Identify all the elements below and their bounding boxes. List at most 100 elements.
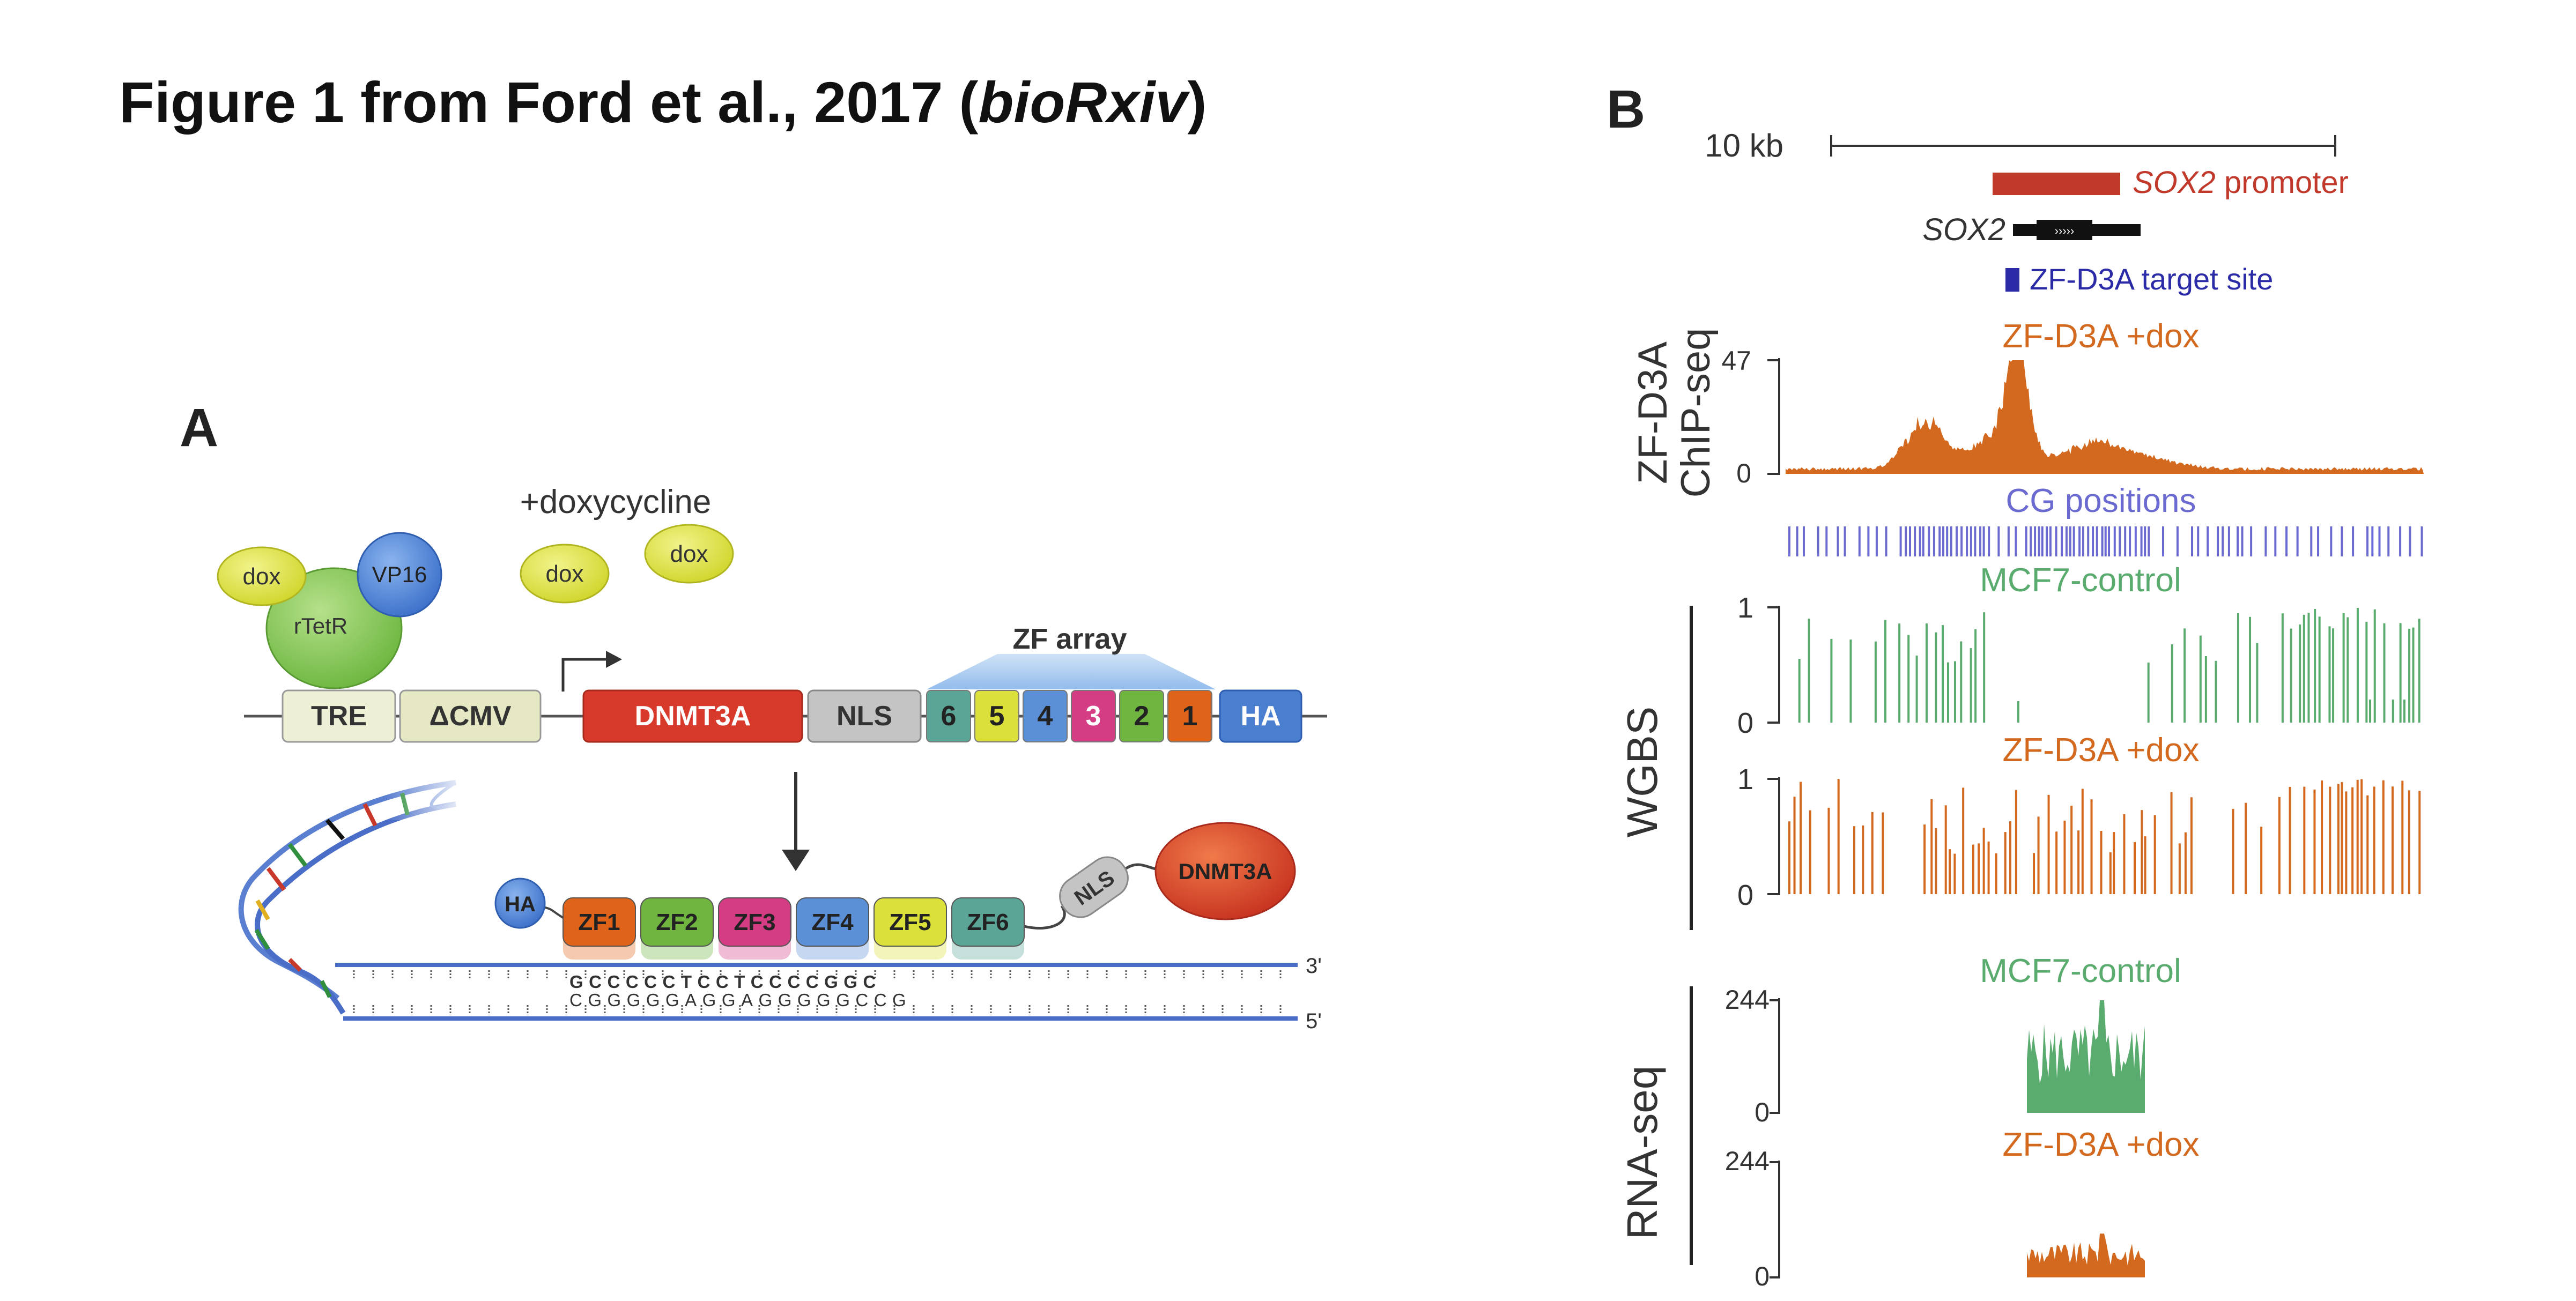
rna-control-signal	[2027, 1000, 2145, 1113]
wgbs-bar	[1788, 821, 1790, 894]
dna-top-sequence: GCCCCCTCCTCCCCGGC	[569, 972, 882, 992]
wgbs-bar	[1907, 635, 1910, 723]
chip-ylabel: ZF-D3A ChIP-seq	[1630, 328, 1719, 498]
zf-finger-label: ZF5	[889, 909, 931, 935]
cg-tick	[2162, 526, 2164, 556]
dnmt3a-protein-label: DNMT3A	[1179, 859, 1272, 884]
wgbs-bar	[2351, 787, 2354, 894]
wgbs-bar	[2366, 795, 2369, 894]
zf-fingers: ZF1 ZF2 ZF3 ZF4 ZF5 ZF6	[542, 897, 1025, 960]
chip-ymin: 0	[1736, 458, 1751, 488]
wgbs-bar	[2341, 782, 2343, 894]
wgbs-bar	[2403, 700, 2405, 723]
cg-tick	[1844, 526, 1846, 556]
cg-tick	[1966, 526, 1968, 556]
wgbs-bar	[2360, 779, 2363, 894]
cg-tick	[2072, 526, 2075, 556]
wgbs-bar	[2141, 810, 2143, 894]
wgbs-bar	[2178, 843, 2181, 894]
dnmt3a-label: DNMT3A	[635, 701, 751, 732]
wgbs-control-bars	[1798, 608, 2420, 723]
cg-tick	[2371, 526, 2374, 556]
cg-tick	[1802, 526, 1805, 556]
dox-molecule	[644, 524, 734, 584]
wgbs-bar	[2383, 623, 2386, 723]
cg-tick	[2341, 526, 2343, 556]
cg-title: CG positions	[2006, 482, 2196, 519]
wgbs-bar	[2032, 853, 2035, 894]
wgbs-bar	[1974, 629, 1977, 723]
cg-tick	[1970, 526, 1972, 556]
dcmv-box	[399, 689, 542, 743]
ha-tag	[494, 878, 546, 929]
cg-tick	[2264, 526, 2267, 556]
cg-tick	[2366, 526, 2369, 556]
gene-exon	[2037, 220, 2092, 240]
wgbs-bar	[2245, 802, 2247, 894]
wgbs-bar	[1962, 787, 1965, 894]
cg-tick	[2101, 526, 2104, 556]
dox-molecule	[217, 546, 307, 606]
wgbs-bar	[2232, 808, 2234, 894]
cg-tick	[1905, 526, 1907, 556]
wgbs-bar	[2109, 852, 2112, 894]
zf-digit-label: 1	[1182, 701, 1198, 732]
wgbs-bar	[1837, 779, 1840, 894]
wgbs-bar	[2147, 663, 2150, 723]
cg-tick	[2222, 526, 2224, 556]
zf-finger	[951, 897, 1025, 947]
rna-control-title: MCF7-control	[1980, 953, 2181, 990]
wgbs-bar	[2153, 815, 2156, 894]
cg-position-ticks	[1788, 526, 2423, 556]
cg-tick	[1817, 526, 1819, 556]
wgbs-bar	[2113, 832, 2115, 894]
wgbs-bar	[2346, 617, 2349, 723]
zf-finger	[796, 897, 869, 947]
cg-tick	[2092, 526, 2094, 556]
wgbs-bar	[2134, 842, 2136, 894]
ha-tag-label: HA	[505, 893, 536, 916]
cg-tick	[2310, 526, 2313, 556]
wgbs-bar	[2055, 831, 2058, 894]
cg-tick	[2104, 526, 2107, 556]
chip-track-title: ZF-D3A +dox	[2003, 318, 2200, 355]
wgbs-bar	[2249, 616, 2252, 723]
dna-helix	[238, 772, 472, 1015]
zf-finger-label: ZF1	[578, 909, 620, 935]
tre-label: TRE	[311, 701, 367, 732]
cg-tick	[1885, 526, 1887, 556]
cg-tick	[1867, 526, 1870, 556]
wgbs-bar	[1987, 841, 1990, 894]
wgbs-control-ymin: 0	[1737, 707, 1753, 739]
cg-tick	[2285, 526, 2288, 556]
nls-box	[807, 689, 922, 743]
dnmt3a-box	[582, 689, 803, 743]
cg-tick	[2129, 526, 2131, 556]
zf-digit-label: 3	[1086, 701, 1101, 732]
wgbs-bar	[2356, 779, 2359, 894]
cg-tick	[2096, 526, 2098, 556]
wgbs-bar	[1978, 843, 1980, 894]
wgbs-dox-ymin: 0	[1737, 879, 1753, 911]
cg-tick	[1950, 526, 1952, 556]
wgbs-bar	[1874, 641, 1877, 723]
cg-tick	[2227, 526, 2230, 556]
tre-box	[282, 689, 396, 743]
wgbs-bar	[1798, 659, 1801, 723]
nls-label: NLS	[837, 701, 892, 732]
wgbs-bar	[1853, 826, 1855, 894]
wgbs-bar	[1925, 623, 1928, 723]
wgbs-bar	[1849, 640, 1852, 723]
wgbs-bar	[2392, 700, 2394, 723]
cg-tick	[1988, 526, 1990, 556]
wgbs-bar	[2215, 660, 2217, 723]
dcmv-label: ΔCMV	[430, 701, 512, 732]
svg-text:ZF-D3A: ZF-D3A	[1630, 341, 1676, 484]
cg-tick	[1919, 526, 1921, 556]
promoter-bar	[1993, 173, 2120, 195]
wgbs-bar	[2408, 790, 2410, 894]
cg-tick	[2237, 526, 2239, 556]
cg-tick	[2055, 526, 2057, 556]
wgbs-bar	[2369, 700, 2372, 723]
cg-tick	[1796, 526, 1798, 556]
